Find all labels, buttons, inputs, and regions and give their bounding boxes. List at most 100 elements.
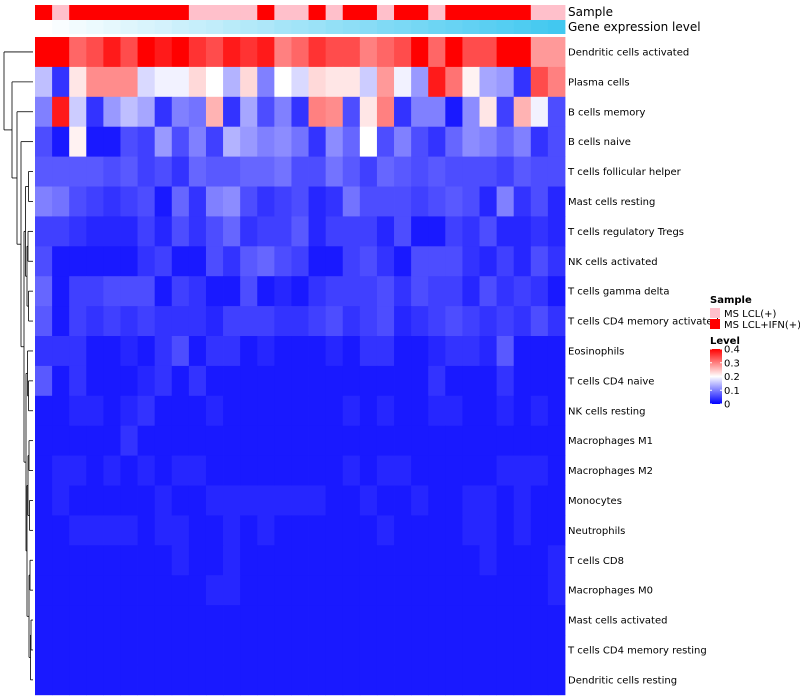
heatmap-cell	[240, 306, 258, 337]
heatmap-cell	[513, 126, 532, 157]
heatmap-cell	[240, 96, 258, 128]
heatmap-cell	[171, 605, 190, 636]
row-label: Macrophages M0	[568, 586, 653, 597]
heatmap-cell	[411, 485, 429, 516]
heatmap-cell	[171, 395, 190, 427]
heatmap-cell	[291, 96, 309, 128]
heatmap-cell	[342, 216, 361, 247]
heatmap-cell	[291, 575, 309, 606]
legend-label-ms-lcl: MS LCL(+)	[724, 309, 777, 320]
heatmap-cell	[291, 216, 309, 247]
heatmap-cell	[428, 276, 446, 307]
heatmap-cell	[223, 96, 241, 128]
heatmap-cell	[69, 515, 87, 546]
heatmap-cell	[376, 246, 395, 277]
heatmap-cell	[445, 126, 463, 157]
heatmap-cell	[188, 276, 207, 307]
heatmap-cell	[137, 575, 156, 606]
heatmap-cell	[86, 276, 104, 307]
heatmap-cell	[376, 37, 395, 68]
heatmap-cell	[428, 365, 446, 397]
heatmap-cell	[445, 545, 463, 576]
sample-annotation-cell	[547, 5, 566, 20]
heatmap-cell	[411, 37, 429, 68]
heatmap-cell	[274, 66, 292, 98]
heatmap-cell	[342, 605, 361, 636]
heatmap-cell	[103, 515, 121, 546]
heatmap-cell	[52, 37, 70, 68]
heatmap-cell	[530, 66, 549, 98]
heatmap-cell	[154, 365, 173, 397]
heatmap-cell	[103, 425, 121, 456]
heatmap-cell	[496, 365, 515, 397]
heatmap-cell	[445, 216, 463, 247]
heatmap-cell	[325, 37, 344, 68]
level-tick-label: 0.2	[724, 372, 740, 383]
heatmap-cell	[308, 635, 327, 666]
track-label-sample: Sample	[568, 5, 613, 19]
heatmap-cell	[445, 306, 463, 337]
heatmap-cell	[496, 515, 515, 546]
heatmap-cell	[240, 186, 258, 217]
heatmap-cell	[291, 276, 309, 307]
heatmap-cell	[52, 246, 70, 277]
heatmap-cell	[428, 186, 446, 217]
heatmap-cell	[86, 37, 104, 68]
heatmap-cell	[274, 635, 292, 666]
heatmap-cell	[496, 485, 515, 516]
heatmap-cell	[359, 336, 378, 367]
heatmap-cell	[154, 575, 173, 606]
heatmap-cell	[52, 605, 70, 636]
heatmap-cell	[291, 425, 309, 456]
heatmap-cell	[445, 246, 463, 277]
heatmap-cell	[394, 664, 412, 696]
heatmap-cell	[137, 276, 156, 307]
heatmap-cell	[171, 455, 190, 486]
heatmap-cell	[359, 186, 378, 217]
heatmap-cell	[137, 635, 156, 666]
sample-annotation-cell	[52, 5, 70, 20]
heatmap-cell	[342, 246, 361, 277]
heatmap-cell	[274, 365, 292, 397]
heatmap-cell	[325, 635, 344, 666]
heatmap-cell	[120, 425, 138, 456]
heatmap-cell	[52, 126, 70, 157]
sample-annotation-cell	[479, 5, 498, 20]
heatmap-cell	[69, 246, 87, 277]
heatmap-cell	[86, 455, 104, 486]
heatmap-cell	[530, 425, 549, 456]
heatmap-cell	[530, 306, 549, 337]
heatmap-cell	[462, 276, 480, 307]
heatmap-cell	[154, 186, 173, 217]
expression-annotation-cell	[171, 20, 190, 34]
heatmap-cell	[411, 395, 429, 427]
heatmap-cell	[291, 156, 309, 187]
heatmap-cell	[325, 246, 344, 277]
expression-annotation-cell	[69, 20, 87, 34]
heatmap-cell	[205, 365, 224, 397]
heatmap-cell	[394, 575, 412, 606]
row-label: Mast cells resting	[568, 197, 655, 208]
heatmap-cell	[496, 96, 515, 128]
heatmap-cell	[205, 425, 224, 456]
heatmap-cell	[479, 216, 498, 247]
row-label: Macrophages M2	[568, 466, 653, 477]
heatmap-cell	[35, 395, 53, 427]
heatmap-cell	[291, 664, 309, 696]
heatmap-cell	[103, 276, 121, 307]
heatmap-cell	[69, 306, 87, 337]
expression-annotation-cell	[274, 20, 292, 34]
heatmap-cell	[257, 485, 275, 516]
sample-annotation-cell	[103, 5, 121, 20]
heatmap-cell	[103, 306, 121, 337]
heatmap-cell	[257, 276, 275, 307]
heatmap-cell	[359, 425, 378, 456]
heatmap-cell	[513, 276, 532, 307]
heatmap-cell	[120, 216, 138, 247]
heatmap-cell	[291, 605, 309, 636]
heatmap-cell	[137, 425, 156, 456]
heatmap-cell	[325, 455, 344, 486]
heatmap-cell	[394, 306, 412, 337]
sample-annotation-cell	[428, 5, 446, 20]
heatmap-cell	[188, 605, 207, 636]
